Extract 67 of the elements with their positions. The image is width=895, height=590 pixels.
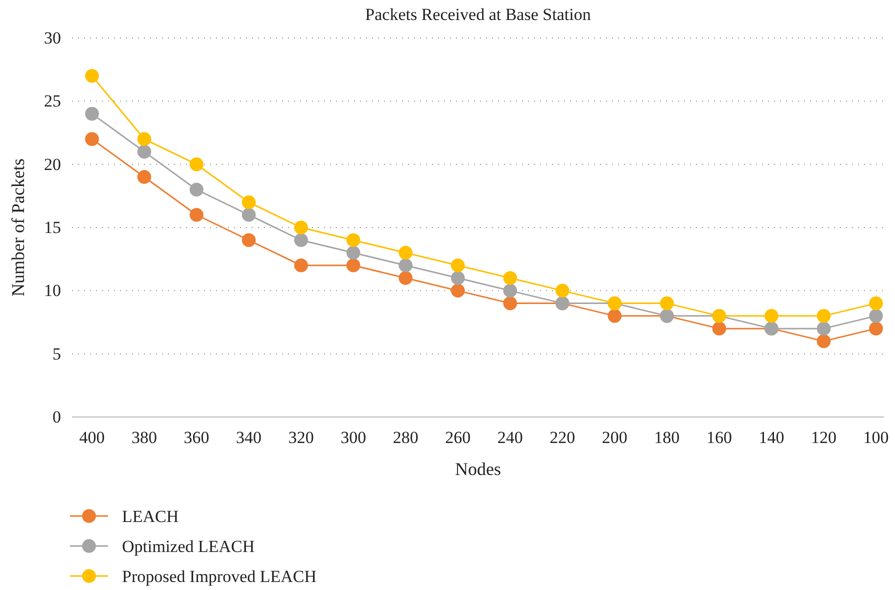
point — [503, 296, 518, 310]
point — [85, 69, 99, 83]
point — [294, 258, 308, 272]
point — [450, 284, 465, 298]
y-tick-label: 5 — [52, 344, 61, 364]
x-tick-label: 340 — [236, 428, 262, 448]
point — [346, 246, 360, 260]
point — [137, 170, 152, 184]
legend-label: LEACH — [122, 507, 179, 526]
point — [869, 309, 883, 323]
point — [816, 334, 831, 348]
x-tick-label: 260 — [445, 428, 471, 448]
x-tick-label: 180 — [654, 428, 680, 448]
legend-label: Optimized LEACH — [122, 537, 255, 556]
x-tick-label: 200 — [602, 428, 628, 448]
x-tick-label: 300 — [340, 428, 366, 448]
x-axis-title: Nodes — [455, 459, 501, 479]
point — [346, 233, 360, 248]
y-tick-label: 10 — [44, 281, 61, 300]
point — [764, 309, 778, 323]
point — [816, 322, 831, 336]
point — [608, 309, 622, 323]
point — [137, 144, 152, 159]
point — [294, 233, 308, 248]
x-tick-label: 220 — [550, 428, 576, 448]
point — [190, 208, 204, 222]
y-tick-label: 30 — [44, 28, 61, 48]
point — [346, 258, 360, 272]
y-tick-label: 0 — [52, 407, 61, 426]
point — [503, 284, 518, 298]
x-tick-label: 360 — [184, 428, 210, 448]
point — [190, 182, 204, 196]
point — [190, 157, 204, 172]
point — [450, 258, 465, 272]
point — [503, 271, 518, 285]
point — [712, 322, 726, 336]
point — [555, 284, 570, 298]
point — [816, 309, 831, 323]
point — [398, 246, 413, 260]
point — [85, 132, 99, 146]
point — [137, 132, 152, 146]
point — [85, 106, 99, 121]
point — [398, 258, 413, 272]
point — [869, 322, 883, 336]
legend-label: Proposed Improved LEACH — [122, 567, 317, 586]
x-tick-label: 100 — [863, 428, 889, 448]
x-tick-label: 280 — [392, 428, 418, 448]
y-tick-label: 20 — [44, 154, 61, 174]
y-axis-title: Number of Packets — [8, 158, 28, 296]
point — [242, 208, 256, 222]
point — [242, 233, 256, 248]
x-tick-label: 320 — [288, 428, 314, 448]
x-tick-label: 140 — [758, 428, 784, 448]
point — [294, 220, 308, 234]
x-tick-label: 240 — [497, 428, 523, 448]
x-tick-label: 400 — [79, 428, 105, 448]
x-tick-label: 120 — [810, 428, 836, 448]
point — [660, 296, 674, 310]
x-tick-label: 380 — [132, 428, 158, 448]
x-tick-label: 160 — [706, 428, 732, 448]
y-tick-label: 25 — [44, 92, 61, 111]
y-tick-label: 15 — [44, 218, 61, 237]
chart-title: Packets Received at Base Station — [365, 5, 592, 24]
point — [398, 271, 413, 285]
point — [869, 296, 883, 310]
point — [450, 271, 465, 285]
point — [242, 195, 256, 210]
